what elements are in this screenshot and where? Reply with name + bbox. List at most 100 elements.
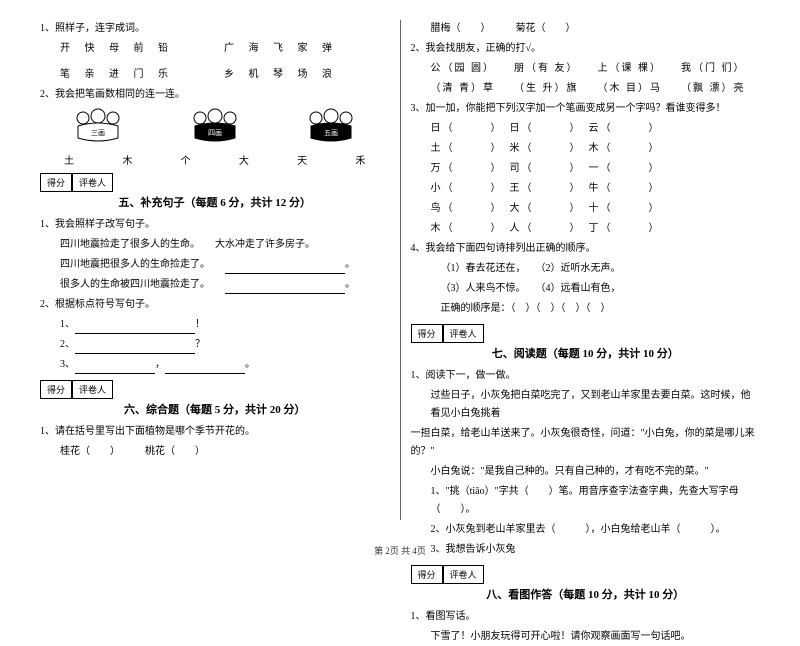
q4-line: 4、我会给下面四句诗排列出正确的顺序。 [411, 240, 761, 258]
score-label: 得分 [40, 173, 72, 192]
score-box: 得分 评卷人 [411, 565, 761, 584]
q3-line: 3、加一加，你能把下列汉字加一个笔画变成另一个字吗？看谁变得多！ [411, 100, 761, 118]
flower-label-2: 四画 [208, 129, 222, 137]
choice-line: （清 青）草 （生 升）旗 （木 目）马 （飘 漂）亮 [431, 80, 761, 98]
num: 1、 [40, 426, 55, 437]
item: 菊花（ ） [516, 23, 576, 34]
punct-line: 1、！ [60, 316, 390, 334]
sec5-q2: 2、根据标点符号写句子。 [40, 296, 390, 314]
reading-q: 1、"挑（tiāo）"字共（ ）笔。用音序查字法查字典，先查大写字母（ ）。 [431, 483, 761, 519]
item: 桃花（ ） [145, 446, 205, 457]
flower-icon: 三画 [68, 108, 128, 148]
blank-line[interactable] [75, 362, 155, 374]
q1-row1a: 开 快 母 前 铅 [60, 40, 174, 58]
passage: 过些日子，小灰兔把白菜吃完了，又到老山羊家里去要白菜。这时候，他看见小白兔挑着 [431, 387, 761, 423]
score-box: 得分 评卷人 [40, 173, 390, 192]
num: 1、 [411, 370, 426, 381]
q1-row2b: 乡 机 琴 场 浪 [224, 66, 338, 84]
text: 四川地震捡走了很多人的生命。 [60, 239, 195, 250]
passage: 一担白菜，给老山羊送来了。小灰兔很奇怪，问道："小白兔，你的菜是哪儿来的？" [411, 425, 761, 461]
flower-row: 三画 四画 五画 [40, 108, 390, 148]
punct: ？ [195, 339, 205, 350]
right-column: 腊梅（ ） 菊花（ ） 2、我会找朋友，正确的打√。 公（园 圆） 朋（有 友）… [401, 20, 771, 520]
num: 4、 [411, 243, 426, 254]
num: 3、 [411, 103, 426, 114]
blank-line[interactable] [225, 262, 345, 274]
score-label: 得分 [411, 324, 443, 343]
blank-line[interactable] [75, 342, 195, 354]
char: 大 [224, 152, 264, 167]
q1-row1b: 广 海 飞 家 弹 [224, 40, 338, 58]
num: 2、 [40, 299, 55, 310]
flower-label-1: 三画 [91, 129, 105, 137]
left-column: 1、照样子，连字成词。 开 快 母 前 铅 广 海 飞 家 弹 笔 亲 进 门 … [30, 20, 401, 520]
title: 请在括号里写出下面植物是哪个季节开花的。 [55, 426, 255, 437]
text: 很多人的生命被四川地震捡走了。 [60, 279, 205, 290]
flower-label-3: 五画 [324, 129, 338, 137]
grader-label: 评卷人 [443, 565, 484, 584]
q1-title: 照样子，连字成词。 [55, 23, 145, 34]
stroke-line: 万（ ） 司（ ） 一（ ） [431, 160, 761, 178]
poem-line: （3）人来鸟不惊。 （4）远看山有色， [441, 280, 761, 298]
char: 木 [107, 152, 147, 167]
section-7-title: 七、阅读题（每题 10 分，共计 10 分） [411, 345, 761, 361]
section-6-title: 六、综合题（每题 5 分，共计 20 分） [40, 401, 390, 417]
char-row: 土 木 个 大 天 禾 [40, 152, 390, 167]
example-line: 四川地震把很多人的生命捡走了。 。 [60, 256, 390, 274]
item: 桂花（ ） [60, 446, 115, 457]
flower-icon: 五画 [301, 108, 361, 148]
item: 腊梅（ ） [431, 23, 486, 34]
num: 2、 [60, 339, 75, 350]
title: 我会找朋友，正确的打√。 [426, 43, 542, 54]
q1-line: 1、照样子，连字成词。 [40, 20, 390, 38]
example-line: 四川地震捡走了很多人的生命。 大水冲走了许多房子。 [60, 236, 390, 254]
num: 1、 [40, 219, 55, 230]
char: 禾 [340, 152, 380, 167]
sec6-q1: 1、请在括号里写出下面植物是哪个季节开花的。 [40, 423, 390, 441]
char: 土 [49, 152, 89, 167]
passage: 小白兔说："是我自己种的。只有自己种的，才有吃不完的菜。" [431, 463, 761, 481]
num: 3、 [60, 359, 75, 370]
title: 我会给下面四句诗排列出正确的顺序。 [426, 243, 596, 254]
writing-prompt: 下雪了！小朋友玩得可开心啦！请你观察画面写一句话吧。 [431, 628, 761, 646]
blank-line[interactable] [75, 322, 195, 334]
score-label: 得分 [411, 565, 443, 584]
sec8-q1: 1、看图写话。 [411, 608, 761, 626]
flower-icon: 四画 [185, 108, 245, 148]
section-8-title: 八、看图作答（每题 10 分，共计 10 分） [411, 586, 761, 602]
sec5-q1: 1、我会照样子改写句子。 [40, 216, 390, 234]
answer-line: 正确的顺序是：（ ）（ ）（ ）（ ） [441, 300, 761, 318]
reading-q: 2、小灰兔到老山羊家里去（ ），小白兔给老山羊（ ）。 [431, 521, 761, 539]
char: 天 [282, 152, 322, 167]
score-label: 得分 [40, 380, 72, 399]
poem-line: （1）春去花还在， （2）近听水无声。 [441, 260, 761, 278]
page-footer: 第 2页 共 4页 [0, 544, 800, 557]
title: 阅读下一，做一做。 [426, 370, 516, 381]
plant-line: 腊梅（ ） 菊花（ ） [431, 20, 761, 38]
q1-num: 1、 [40, 23, 55, 34]
example-line: 很多人的生命被四川地震捡走了。 。 [60, 276, 390, 294]
blank-line[interactable] [165, 362, 245, 374]
score-box: 得分 评卷人 [40, 380, 390, 399]
blank-line[interactable] [225, 282, 345, 294]
score-box: 得分 评卷人 [411, 324, 761, 343]
title: 根据标点符号写句子。 [55, 299, 155, 310]
stroke-line: 木（ ） 人（ ） 丁（ ） [431, 220, 761, 238]
punct: 。 [245, 359, 255, 370]
char: 个 [166, 152, 206, 167]
section-5-title: 五、补充句子（每题 6 分，共计 12 分） [40, 194, 390, 210]
grader-label: 评卷人 [443, 324, 484, 343]
stroke-line: 小（ ） 王（ ） 牛（ ） [431, 180, 761, 198]
choice-line: 公（园 圆） 朋（有 友） 上（课 棵） 我（门 们） [431, 60, 761, 78]
num: 1、 [60, 319, 75, 330]
q2-num: 2、 [40, 89, 55, 100]
grader-label: 评卷人 [72, 173, 113, 192]
grader-label: 评卷人 [72, 380, 113, 399]
plant-line: 桂花（ ） 桃花（ ） [60, 443, 390, 461]
q2-title: 我会把笔画数相同的连一连。 [55, 89, 185, 100]
num: 2、 [411, 43, 426, 54]
title: 加一加，你能把下列汉字加一个笔画变成另一个字吗？看谁变得多！ [426, 103, 726, 114]
title: 我会照样子改写句子。 [55, 219, 155, 230]
text: 大水冲走了许多房子。 [215, 239, 315, 250]
num: 1、 [411, 611, 426, 622]
